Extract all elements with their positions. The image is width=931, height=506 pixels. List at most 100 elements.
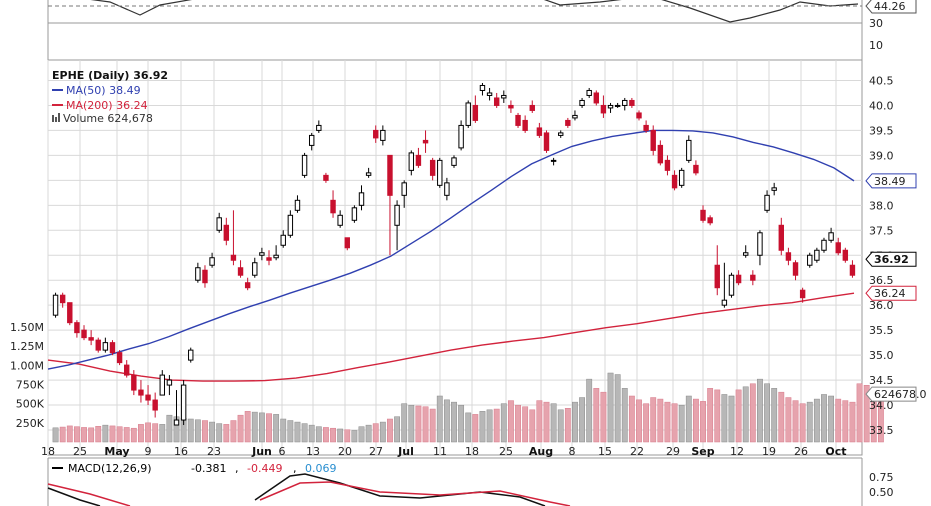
volume-bar bbox=[436, 395, 443, 443]
macd-line bbox=[47, 487, 101, 506]
candle-up bbox=[572, 114, 578, 119]
ma200-line bbox=[47, 292, 855, 382]
macd-line bbox=[254, 473, 546, 506]
candle-up bbox=[764, 194, 770, 211]
price-tick-label: 33.5 bbox=[869, 424, 894, 437]
grid-layer bbox=[47, 0, 863, 506]
macd-legend-prefix: MACD(12,26,9) bbox=[68, 462, 152, 475]
volume-bar bbox=[301, 423, 308, 443]
candle-up bbox=[678, 169, 685, 186]
volume-bar bbox=[95, 426, 102, 443]
volume-bar bbox=[757, 378, 763, 443]
volume-bar bbox=[593, 388, 600, 443]
volume-bar bbox=[365, 424, 372, 443]
volume-bar bbox=[692, 398, 699, 443]
volume-bar bbox=[358, 426, 365, 443]
date-tick-label: 18 bbox=[465, 445, 479, 458]
volume-bar bbox=[586, 378, 593, 443]
volume-bar bbox=[159, 424, 166, 443]
volume-bar bbox=[828, 395, 835, 443]
candle-down bbox=[565, 119, 571, 126]
candle-up bbox=[259, 252, 265, 256]
candle-up bbox=[579, 99, 585, 106]
price-tick-label: 40.0 bbox=[869, 99, 894, 112]
candle-down bbox=[493, 97, 500, 106]
volume-bar bbox=[764, 383, 770, 443]
candle-down bbox=[629, 99, 635, 106]
candle-down bbox=[849, 264, 856, 276]
candle-up bbox=[102, 342, 109, 351]
volume-bar bbox=[813, 398, 820, 443]
volume-bar bbox=[650, 397, 657, 443]
volume-bar bbox=[109, 425, 116, 443]
ma50-badge: 38.49 bbox=[874, 175, 906, 188]
candle-up bbox=[807, 254, 813, 266]
volume-bar bbox=[266, 413, 272, 443]
price-tick-label: 34.5 bbox=[869, 374, 894, 387]
candle-up bbox=[607, 104, 614, 109]
candle-down bbox=[515, 114, 521, 126]
volume-bar bbox=[493, 408, 500, 443]
date-tick-label: 16 bbox=[174, 445, 188, 458]
volume-bar bbox=[66, 425, 73, 443]
candle-up bbox=[721, 299, 728, 306]
price-tick-label: 36.0 bbox=[869, 299, 894, 312]
volume-bar bbox=[152, 423, 159, 443]
volume-bar bbox=[643, 403, 650, 443]
volume-bar bbox=[387, 418, 393, 443]
rsi-tick-label: 10 bbox=[869, 39, 883, 52]
candle-down bbox=[145, 394, 151, 401]
date-tick-label: 20 bbox=[338, 445, 352, 458]
candle-up bbox=[586, 89, 592, 96]
volume-bar bbox=[166, 414, 173, 443]
volume-bar bbox=[138, 424, 144, 443]
candle-down bbox=[67, 302, 73, 324]
volume-bar bbox=[564, 408, 571, 443]
candle-up bbox=[550, 159, 557, 162]
candle-up bbox=[365, 172, 372, 176]
macd-tick-label: 0.75 bbox=[869, 471, 894, 484]
date-tick-label: 23 bbox=[207, 445, 221, 458]
date-tick-label: 11 bbox=[433, 445, 447, 458]
volume-bar bbox=[187, 418, 194, 443]
candle-down bbox=[785, 252, 792, 261]
candle-down bbox=[74, 322, 80, 334]
macd-value: -0.381 bbox=[191, 462, 226, 475]
volume-bars-layer bbox=[52, 372, 884, 443]
candle-down bbox=[543, 132, 550, 151]
date-tick-label: 12 bbox=[730, 445, 744, 458]
date-tick-label: Jun bbox=[251, 445, 272, 458]
candlestick-layer bbox=[52, 82, 856, 426]
candle-down bbox=[373, 129, 379, 139]
candle-up bbox=[273, 254, 279, 259]
candle-up bbox=[465, 102, 471, 126]
candle-up bbox=[437, 159, 443, 186]
candle-down bbox=[230, 254, 237, 261]
candle-down bbox=[636, 112, 642, 119]
volume-bar bbox=[315, 426, 322, 443]
volume-bar bbox=[522, 406, 529, 443]
macd-signal-line bbox=[47, 483, 131, 506]
candle-down bbox=[116, 352, 123, 364]
candle-up bbox=[166, 379, 173, 386]
candle-up bbox=[757, 232, 763, 256]
candle-up bbox=[380, 129, 386, 141]
moving-average-layer bbox=[47, 129, 855, 382]
volume-bar bbox=[73, 426, 80, 443]
date-tick-label: Jul bbox=[397, 445, 414, 458]
macd-tick-label: 0.50 bbox=[869, 486, 894, 499]
volume-legend-label: Volume 624,678 bbox=[63, 112, 153, 125]
candle-up bbox=[479, 84, 486, 91]
volume-bar bbox=[237, 414, 244, 443]
volume-bar bbox=[671, 403, 678, 443]
candle-down bbox=[671, 174, 678, 189]
volume-bar bbox=[550, 403, 557, 443]
volume-bar bbox=[216, 423, 223, 443]
volume-badge: 624678.0 bbox=[874, 388, 927, 401]
axes-layer: 40.540.039.539.038.538.037.537.036.536.0… bbox=[10, 74, 926, 458]
candle-down bbox=[81, 329, 87, 339]
volume-bar bbox=[557, 409, 564, 443]
volume-bar bbox=[294, 421, 301, 443]
candle-down bbox=[735, 274, 742, 284]
